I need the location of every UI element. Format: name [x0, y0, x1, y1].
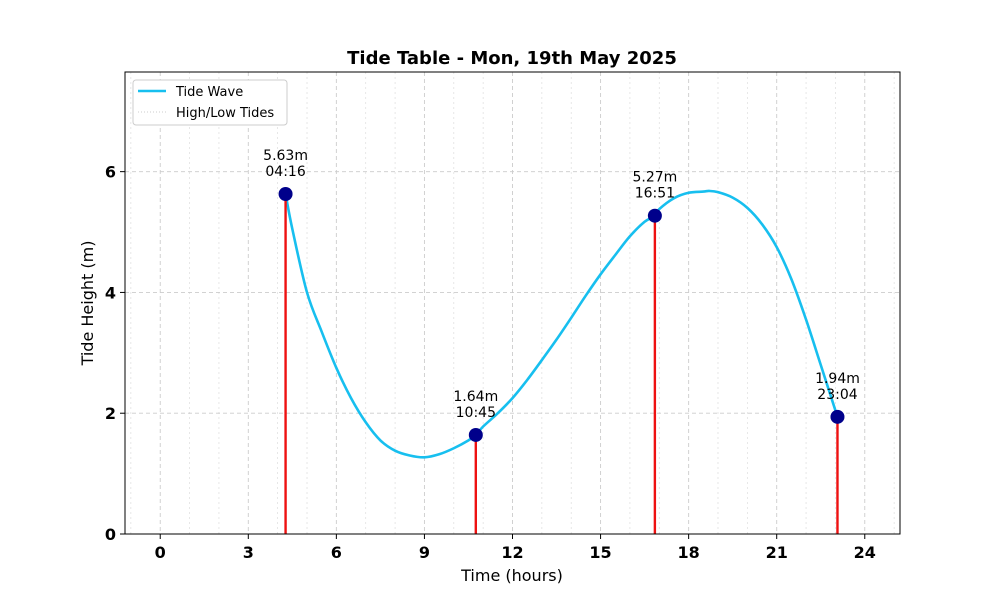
chart-title: Tide Table - Mon, 19th May 2025 [347, 48, 677, 69]
x-tick-label: 18 [678, 543, 700, 562]
tide-extreme-height-label: 1.94m [815, 371, 860, 387]
y-tick-label: 4 [105, 283, 116, 302]
tide-extreme-height-label: 5.27m [632, 170, 677, 186]
legend-box [132, 79, 288, 126]
tide-extreme-height-label: 5.63m [263, 148, 308, 164]
tide-extreme-marker [468, 427, 483, 442]
y-axis-label: Tide Height (m) [78, 241, 97, 367]
tide-extreme-height-label: 1.64m [453, 389, 498, 405]
x-axis-label: Time (hours) [460, 566, 563, 585]
tide-extreme-time-label: 10:45 [456, 405, 496, 421]
legend: Tide Wave High/Low Tides [132, 79, 288, 126]
grid [125, 72, 900, 535]
tide-extreme-time-label: 16:51 [635, 186, 675, 202]
tide-wave-line [284, 189, 839, 459]
tide-extreme-marker [830, 409, 845, 424]
x-tick-label: 0 [155, 543, 166, 562]
tide-extreme-marker [278, 186, 293, 201]
x-tick-label: 3 [243, 543, 254, 562]
x-tick-label: 15 [589, 543, 611, 562]
legend-high-low-label: High/Low Tides [176, 106, 274, 121]
x-tick-label: 24 [854, 543, 876, 562]
x-tick-label: 21 [766, 543, 788, 562]
y-tick-label: 6 [105, 163, 116, 182]
y-tick-label: 0 [105, 525, 116, 544]
tide-extreme-time-label: 23:04 [817, 387, 857, 403]
legend-tide-wave-label: Tide Wave [175, 85, 243, 100]
x-tick-label: 9 [419, 543, 430, 562]
tide-extreme-marker [647, 208, 662, 223]
x-tick-label: 12 [501, 543, 523, 562]
x-tick-label: 6 [331, 543, 342, 562]
y-tick-label: 2 [105, 404, 116, 423]
tide-extreme-time-label: 04:16 [265, 164, 305, 180]
